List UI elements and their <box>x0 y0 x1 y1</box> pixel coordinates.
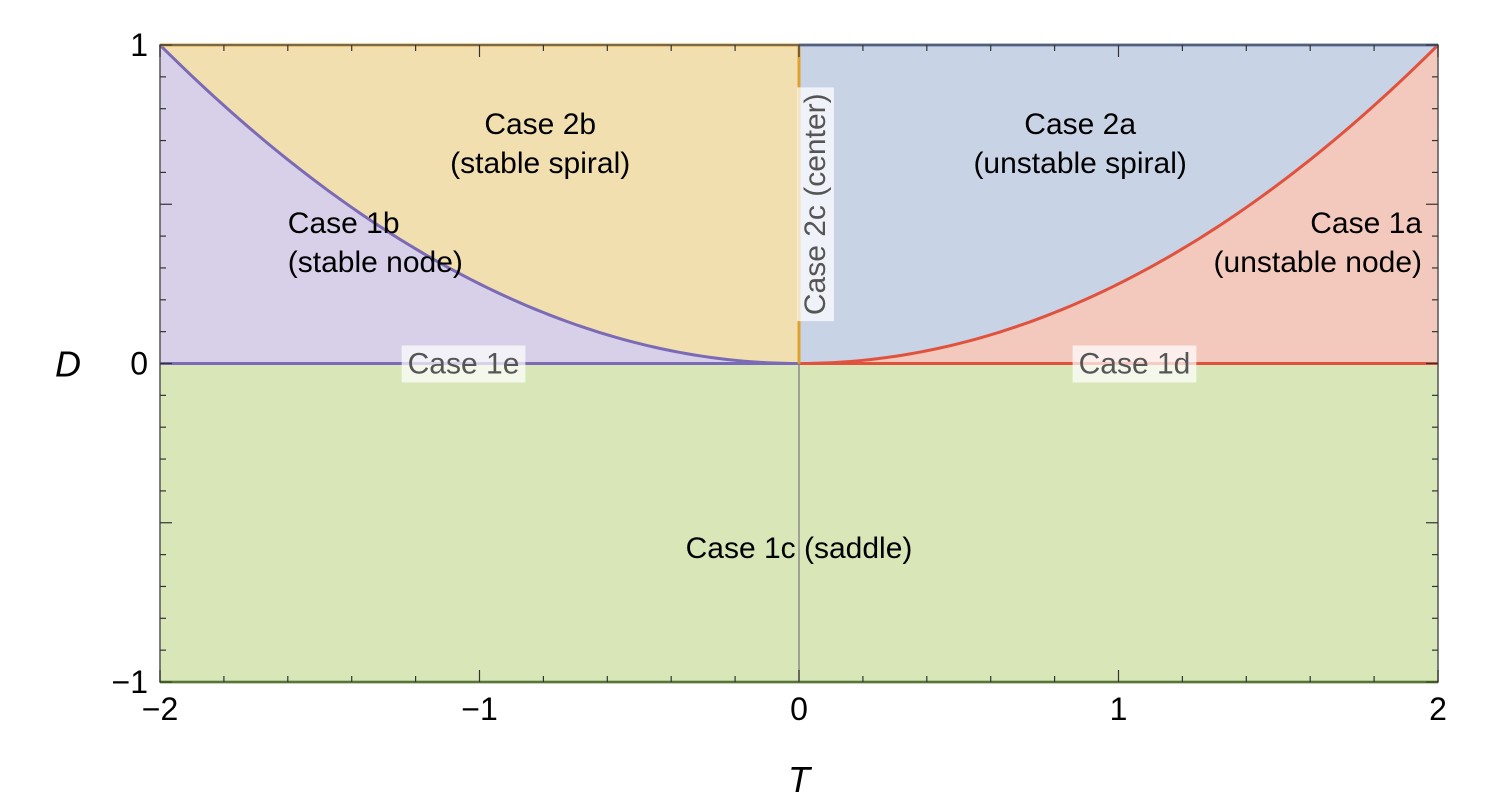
boundary-label-text: Case 2c (center) <box>799 93 832 315</box>
boundary-curve-stable <box>158 43 800 365</box>
region-label-line: Case 2b <box>484 108 596 141</box>
x-tick-label: 2 <box>1429 691 1447 727</box>
boundary-label-background <box>401 345 526 383</box>
region-label-case2a: Case 2a (unstable spiral) <box>973 108 1186 180</box>
region-unstable-spiral <box>799 45 1438 364</box>
y-tick-label: −1 <box>112 664 148 700</box>
boundary-label-text: Case 1e <box>408 348 520 381</box>
boundary-label-case1d: Case 1d <box>1072 345 1197 383</box>
region-label-line: Case 2a <box>1024 108 1136 141</box>
boundary-label-case2c: Case 2c (center) <box>796 87 834 322</box>
region-label-line: Case 1a <box>1310 207 1422 240</box>
region-stable-node <box>160 45 799 364</box>
x-tick-label: 0 <box>790 691 808 727</box>
region-label-line: (unstable spiral) <box>973 147 1186 180</box>
x-axis-title: T <box>788 759 813 800</box>
region-label-line: Case 1b <box>288 207 400 240</box>
region-label-line: (stable node) <box>288 246 463 279</box>
y-tick-label: 1 <box>130 27 148 63</box>
region-label-case2b: Case 2b (stable spiral) <box>450 108 630 180</box>
x-tick-label: −1 <box>461 691 497 727</box>
region-stable-spiral <box>160 45 799 364</box>
boundary-label-text: Case 1d <box>1079 348 1191 381</box>
region-label-case1c: Case 1c (saddle) <box>686 532 913 565</box>
boundary-label-case1e: Case 1e <box>401 345 526 383</box>
region-label-line: (unstable node) <box>1214 246 1422 279</box>
region-label-case1a: Case 1a (unstable node) <box>1214 207 1423 279</box>
y-axis-title: D <box>55 344 81 385</box>
y-tick-label: 0 <box>130 346 148 382</box>
boundary-label-background <box>1072 345 1197 383</box>
boundary-curve-unstable <box>798 43 1440 365</box>
region-label-line: (stable spiral) <box>450 147 630 180</box>
boundary-label-background <box>796 87 834 322</box>
x-tick-label: −2 <box>142 691 178 727</box>
region-unstable-node <box>799 45 1438 364</box>
region-label-case1b: Case 1b (stable node) <box>288 207 463 279</box>
x-tick-label: 1 <box>1110 691 1128 727</box>
region-label-line: Case 1c (saddle) <box>686 532 913 565</box>
